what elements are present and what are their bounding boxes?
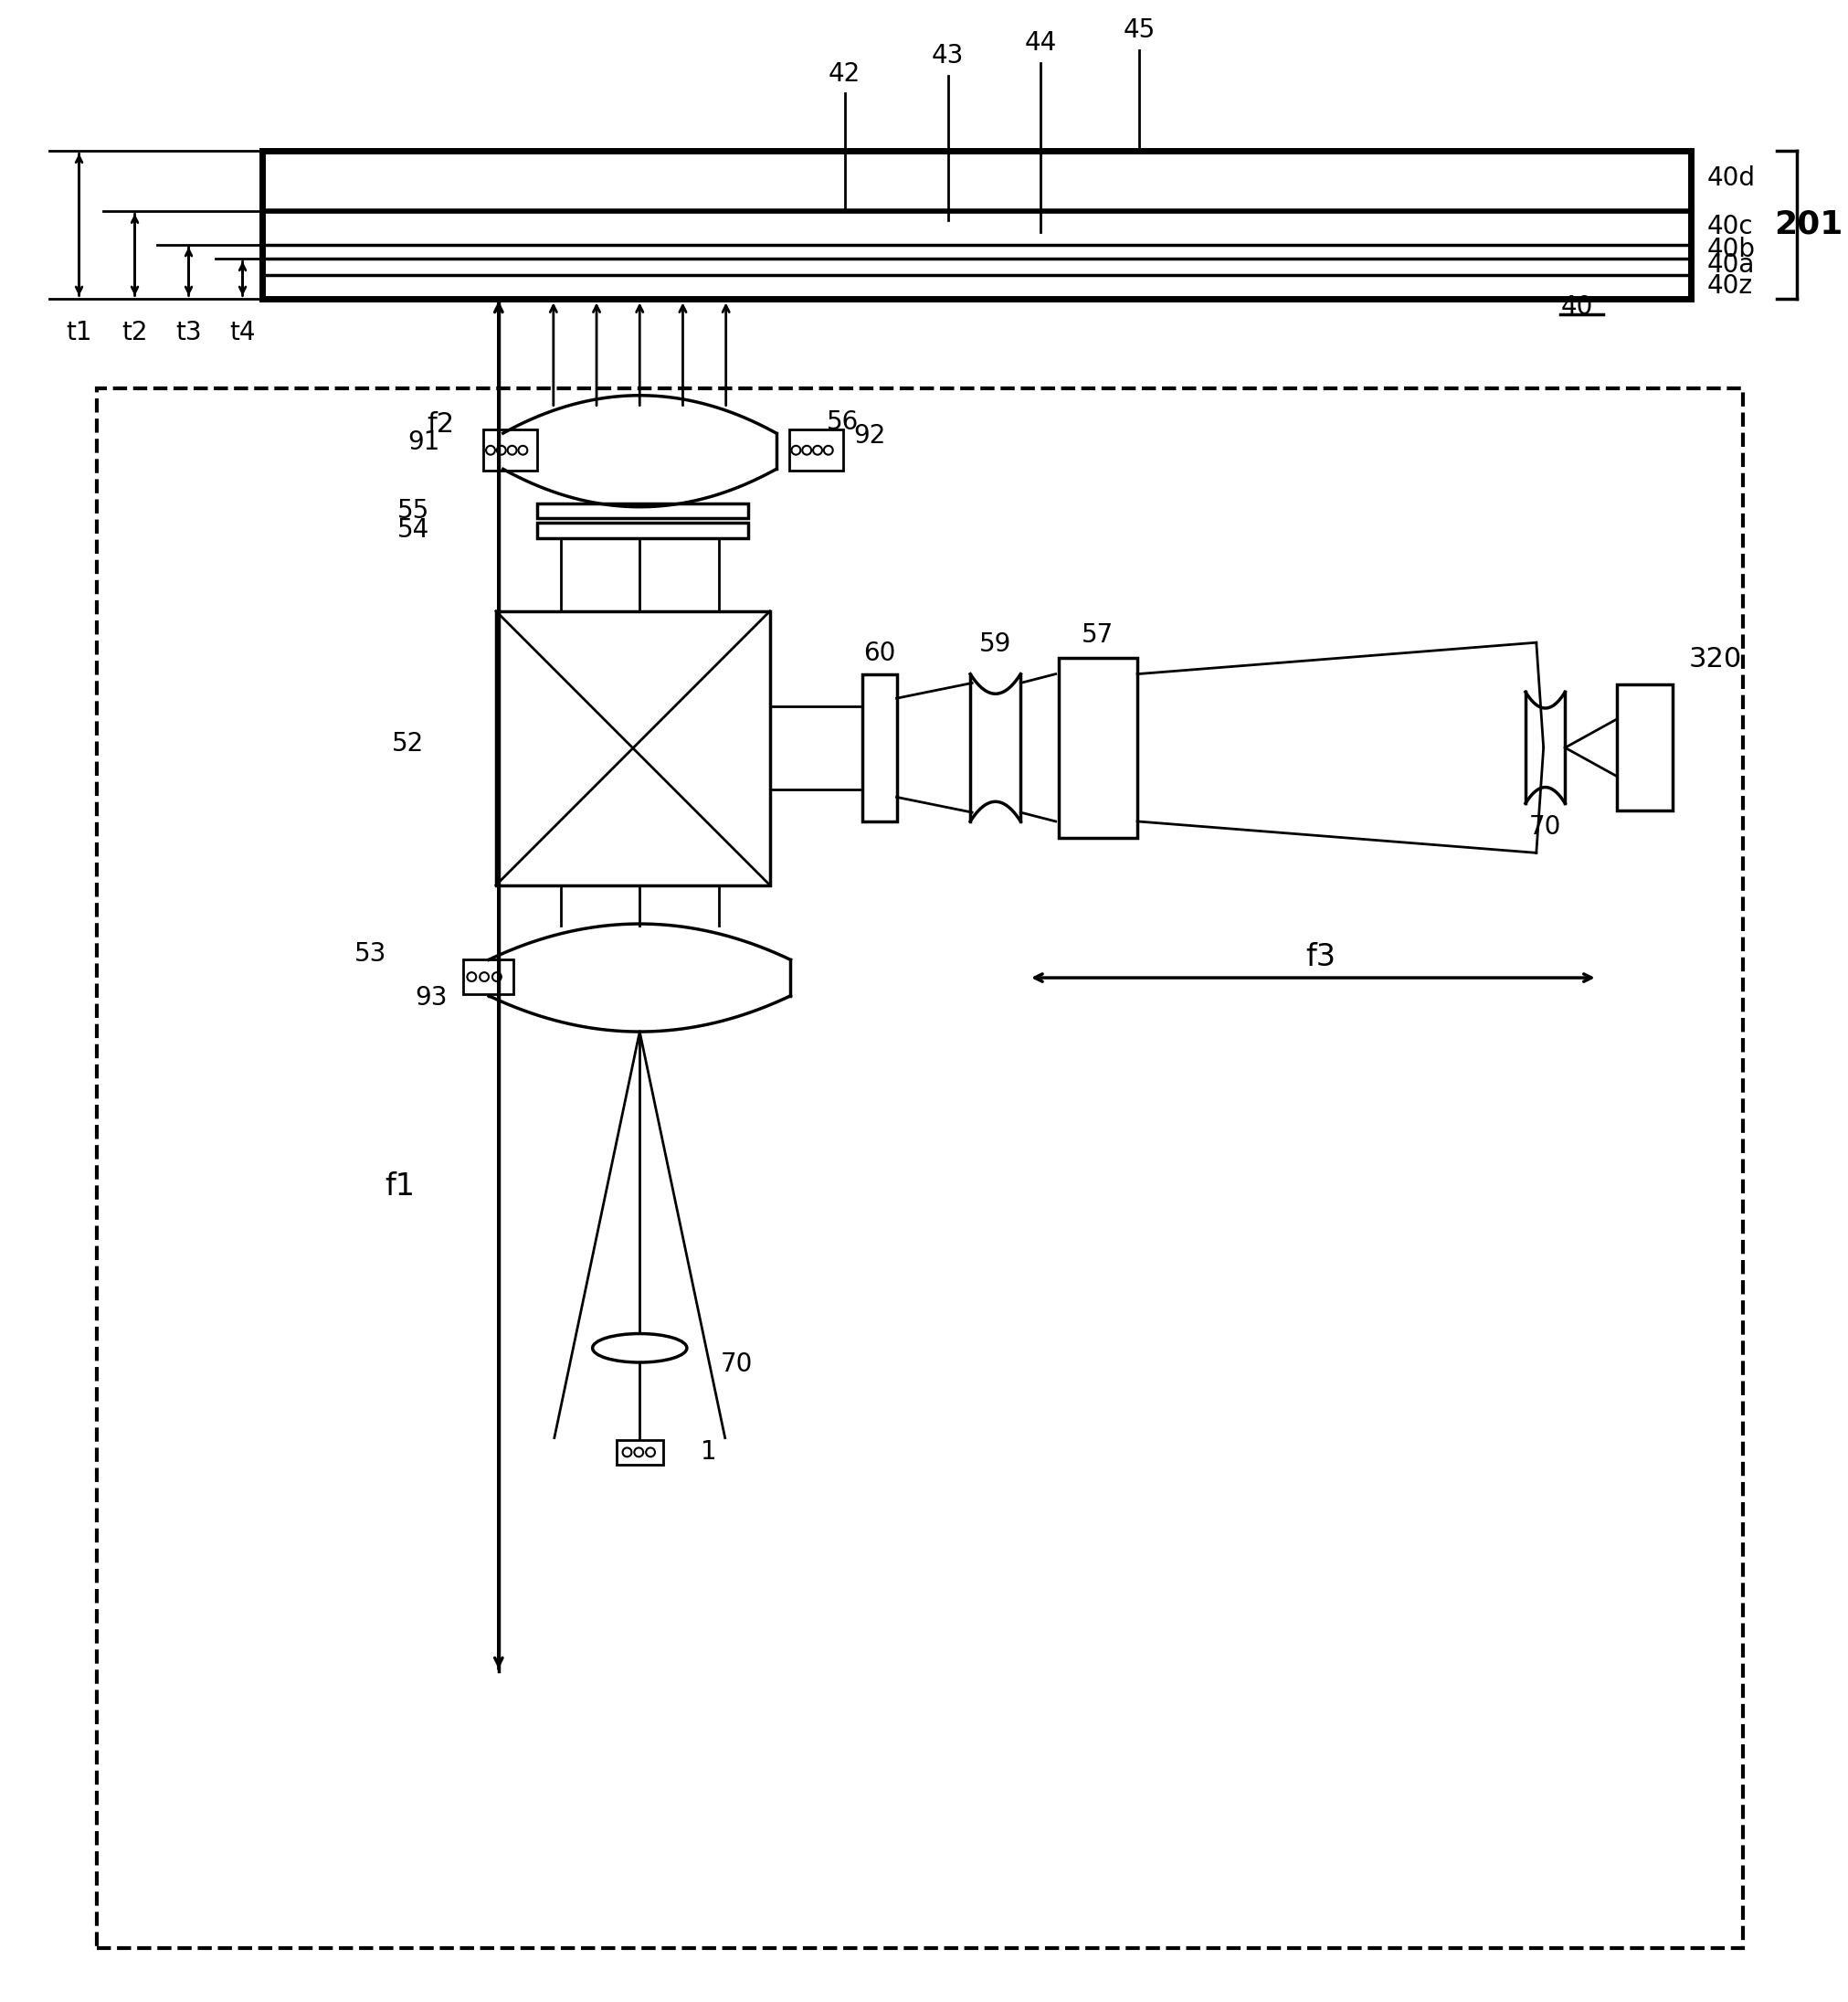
- Bar: [538, 523, 748, 539]
- Text: 52: 52: [392, 731, 423, 757]
- Bar: [495, 611, 771, 885]
- Bar: [789, 430, 843, 470]
- Bar: [617, 1439, 663, 1465]
- Text: 1: 1: [700, 1439, 717, 1465]
- Text: 53: 53: [355, 941, 386, 967]
- Text: 44: 44: [1024, 30, 1057, 56]
- Bar: [1059, 659, 1137, 837]
- Bar: [262, 150, 1691, 298]
- Bar: [484, 430, 538, 470]
- Text: 70: 70: [1528, 815, 1562, 839]
- Text: 40a: 40a: [1708, 252, 1756, 278]
- Text: 40b: 40b: [1708, 236, 1756, 262]
- Text: 70: 70: [721, 1351, 752, 1377]
- Bar: [98, 388, 1743, 1948]
- Text: 59: 59: [979, 631, 1011, 657]
- Bar: [863, 675, 896, 821]
- Text: f3: f3: [1307, 943, 1336, 973]
- Ellipse shape: [593, 1333, 687, 1363]
- Text: 54: 54: [397, 517, 429, 543]
- Text: 43: 43: [931, 42, 965, 68]
- Bar: [1617, 685, 1672, 811]
- Text: 40z: 40z: [1708, 272, 1752, 298]
- Text: 56: 56: [826, 410, 859, 434]
- Text: t3: t3: [176, 320, 201, 344]
- Text: 40d: 40d: [1708, 164, 1756, 190]
- Text: t4: t4: [229, 320, 255, 344]
- Text: 320: 320: [1689, 647, 1743, 673]
- Text: 40: 40: [1560, 294, 1593, 320]
- Text: 45: 45: [1124, 18, 1155, 44]
- Text: 201: 201: [1774, 208, 1842, 240]
- Text: t2: t2: [122, 320, 148, 344]
- Text: 55: 55: [397, 498, 429, 523]
- Text: 60: 60: [863, 641, 896, 667]
- Text: t1: t1: [67, 320, 92, 344]
- Text: f1: f1: [384, 1171, 414, 1201]
- Text: f2: f2: [427, 410, 455, 436]
- Bar: [464, 959, 514, 993]
- Text: 40c: 40c: [1708, 214, 1754, 240]
- Text: 93: 93: [416, 985, 447, 1011]
- Text: 91: 91: [408, 428, 440, 454]
- Bar: [538, 503, 748, 519]
- Text: 42: 42: [828, 60, 861, 86]
- Text: 92: 92: [854, 422, 885, 448]
- Text: 57: 57: [1081, 623, 1114, 649]
